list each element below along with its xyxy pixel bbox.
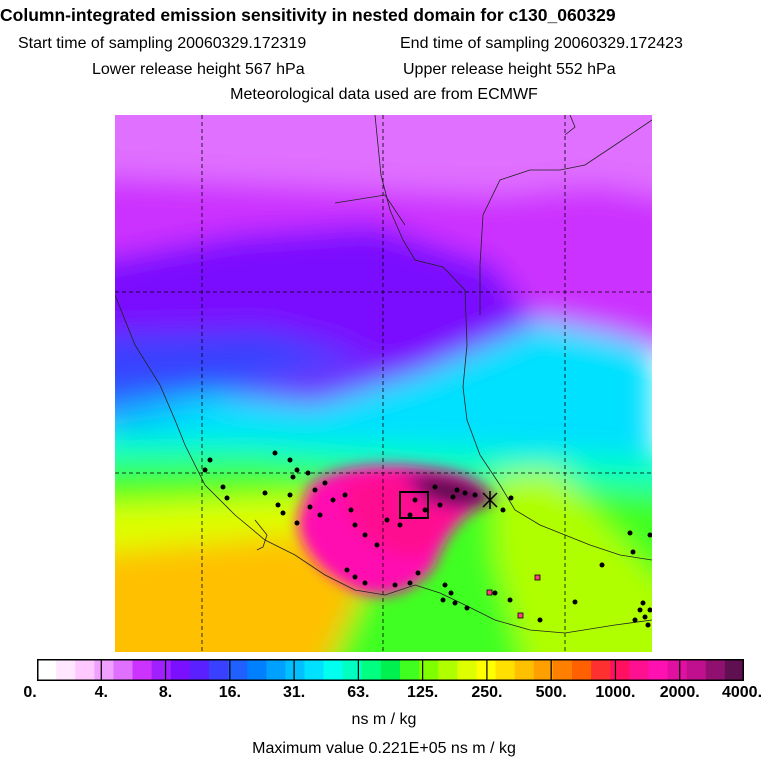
- colorbar-segment: [323, 659, 344, 681]
- colorbar-segment: [552, 659, 573, 681]
- colorbar-segment: [37, 659, 57, 681]
- end-time-value: 20060329.172423: [553, 35, 683, 52]
- colorbar-segment: [170, 659, 191, 681]
- colorbar-units: ns m / kg: [351, 711, 417, 728]
- colorbar-segment: [572, 659, 592, 681]
- lower-release-line: Lower release height 567 hPa: [92, 61, 305, 79]
- colorbar-segment: [724, 659, 745, 681]
- chart-title: Column-integrated emission sensitivity i…: [0, 5, 616, 25]
- start-time-value: 20060329.172319: [177, 35, 307, 52]
- pink-markers: [486, 574, 541, 619]
- colorbar-tick-label: 250.: [471, 684, 503, 701]
- colorbar-segment: [457, 659, 478, 681]
- colorbar-segment: [361, 659, 382, 681]
- colorbar-segment: [533, 659, 554, 681]
- start-time-label: Start time of sampling: [18, 35, 173, 52]
- colorbar-segment: [151, 659, 172, 681]
- maximum-value: Maximum value 0.221E+05 ns m / kg: [252, 740, 516, 757]
- colorbar-tick-label: 2000.: [659, 684, 700, 701]
- colorbar-segment: [648, 659, 669, 681]
- colorbar-segment: [610, 659, 630, 681]
- colorbar-tick-label: 125.: [407, 684, 439, 701]
- colorbar-tick-label: 0.: [23, 684, 37, 701]
- colorbar-segment: [686, 659, 707, 681]
- colorbar-tick-label: 4000.: [721, 684, 763, 701]
- colorbar-svg: [36, 659, 745, 681]
- coast-notch: [254, 519, 268, 551]
- colorbar-segment: [419, 659, 439, 681]
- border-fragment: [564, 115, 576, 136]
- coastline-north: [479, 119, 652, 315]
- coastline-gulf: [499, 484, 652, 561]
- map-svg: [115, 115, 652, 652]
- colorbar-tick-label: 63.: [347, 684, 370, 701]
- colorbar-tick-label: 1000.: [595, 684, 636, 701]
- colorbar-tick-label: 500.: [535, 684, 567, 701]
- colorbar-segment: [247, 659, 267, 681]
- lower-release-value: 567 hPa: [245, 61, 305, 78]
- source-markers: [202, 450, 652, 628]
- colorbar-tick-label: 4.: [94, 684, 108, 701]
- colorbar-segment: [667, 659, 688, 681]
- sensitivity-map: [115, 115, 652, 652]
- colorbar-segment: [591, 659, 611, 681]
- upper-release-line: Upper release height 552 hPa: [403, 61, 616, 79]
- colorbar-segment: [629, 659, 650, 681]
- colorbar-segment: [514, 659, 535, 681]
- coastline-pacific: [115, 294, 652, 634]
- colorbar-segment: [304, 659, 325, 681]
- nested-domain-box: [399, 491, 429, 519]
- colorbar-tick-label: 16.: [218, 684, 241, 701]
- colorbar-border: [37, 659, 744, 681]
- colorbar-segment: [342, 659, 363, 681]
- met-data-line: Meteorological data used are from ECMWF: [230, 86, 538, 103]
- end-time-line: End time of sampling 20060329.172423: [400, 35, 683, 53]
- colorbar-segment: [208, 659, 229, 681]
- colorbar-segment: [285, 659, 306, 681]
- receptor-marker: [482, 491, 498, 509]
- colorbar-segment: [266, 659, 287, 681]
- lower-release-label: Lower release height: [92, 61, 241, 78]
- plume-layer: [297, 465, 495, 596]
- field-layer: [115, 115, 652, 652]
- coastline-east: [374, 115, 501, 486]
- colorbar: [36, 659, 745, 681]
- colorbar-segment: [228, 659, 248, 681]
- colorbar-tick-label: 31.: [282, 684, 306, 701]
- colorbar-segment: [495, 659, 516, 681]
- upper-release-value: 552 hPa: [556, 61, 616, 78]
- colorbar-segment: [94, 659, 115, 681]
- border-line: [334, 194, 406, 226]
- colorbar-segment: [438, 659, 458, 681]
- colorbar-segment: [113, 659, 134, 681]
- upper-release-label: Upper release height: [403, 61, 552, 78]
- colorbar-segment: [705, 659, 726, 681]
- colorbar-segment: [400, 659, 420, 681]
- colorbar-segment: [380, 659, 401, 681]
- colorbar-segment: [56, 659, 76, 681]
- coastlines: [115, 115, 652, 634]
- colorbar-tick-label: 8.: [158, 684, 173, 701]
- end-time-label: End time of sampling: [400, 35, 550, 52]
- colorbar-segment: [189, 659, 210, 681]
- colorbar-segment: [75, 659, 95, 681]
- colorbar-segment: [132, 659, 153, 681]
- start-time-line: Start time of sampling 20060329.172319: [18, 35, 306, 53]
- grid-lines: [115, 115, 652, 652]
